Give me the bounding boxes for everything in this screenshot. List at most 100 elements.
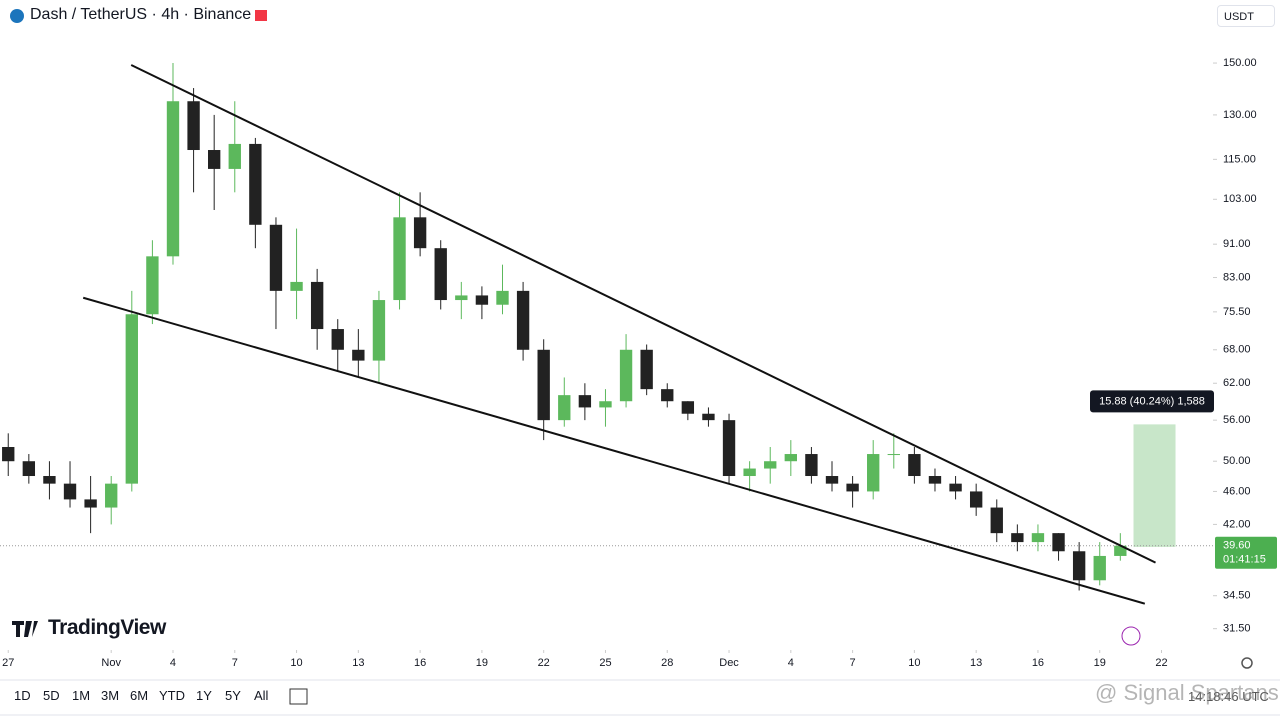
candle-body (1052, 533, 1065, 552)
last-price-label: 39.60 (1223, 540, 1251, 552)
x-tick-label: 22 (1155, 657, 1167, 669)
candle-body (722, 420, 736, 477)
brand: TradingView (48, 616, 166, 639)
candle-body (990, 507, 1003, 534)
candle-body (908, 454, 921, 477)
x-tick-label: 16 (1032, 657, 1044, 669)
y-tick-label: 56.00 (1223, 414, 1251, 426)
clock: 14:18:46 UTC (1188, 689, 1269, 704)
candle-body (661, 389, 674, 402)
candle-body (166, 101, 180, 257)
candle-body (372, 300, 386, 361)
range-button[interactable]: 1M (72, 688, 91, 703)
date-range-icon[interactable] (289, 688, 308, 705)
y-tick-label: 75.50 (1223, 306, 1251, 318)
candle-body (269, 224, 283, 291)
y-tick-label: 150.00 (1223, 57, 1257, 69)
y-tick-label: 130.00 (1223, 109, 1257, 121)
y-tick-label: 91.00 (1223, 238, 1251, 250)
settings-icon[interactable] (1241, 657, 1253, 669)
x-tick-label: 4 (788, 657, 794, 669)
candle-body (125, 314, 138, 484)
y-tick-label: 83.00 (1223, 271, 1251, 283)
candle-body (187, 101, 200, 151)
y-tick-label: 34.50 (1223, 590, 1251, 602)
candle-body (43, 476, 56, 484)
candle-body (764, 461, 777, 469)
candle-body (1093, 555, 1106, 581)
candle-body (640, 349, 653, 390)
candle-body (969, 491, 983, 508)
candle-body (825, 476, 839, 484)
range-button[interactable]: All (254, 688, 269, 703)
candle-body (599, 401, 612, 408)
x-tick-label: 7 (232, 657, 238, 669)
range-button[interactable]: 5D (43, 688, 60, 703)
y-tick-label: 68.00 (1223, 344, 1251, 356)
candle-body (496, 290, 509, 305)
candle-body (228, 143, 241, 169)
candle-body (784, 454, 797, 462)
x-tick-label: 25 (599, 657, 611, 669)
x-tick-label: 19 (1094, 657, 1106, 669)
candle-body (578, 395, 592, 408)
trendline (130, 64, 1156, 564)
candle-body (105, 483, 118, 508)
target-zone (1133, 424, 1176, 547)
candle-body (846, 483, 859, 492)
currency-select[interactable]: USDT (1217, 5, 1275, 27)
flag (255, 10, 267, 21)
candle-body (22, 461, 36, 477)
candle-body (558, 395, 571, 421)
x-tick-label: 16 (414, 657, 426, 669)
candle-body (887, 454, 900, 456)
trendline (82, 296, 1146, 605)
x-tick-label: 13 (352, 657, 364, 669)
candle-body (63, 483, 77, 500)
candle-body (310, 281, 324, 330)
symbol-title[interactable]: Dash / TetherUS · 4h · Binance (30, 6, 252, 23)
x-tick-label: 13 (970, 657, 982, 669)
y-tick-label: 42.00 (1223, 518, 1251, 530)
candle-body (2, 447, 15, 462)
symbol-icon (10, 9, 24, 23)
candle-body (84, 499, 97, 508)
x-tick-label: 27 (2, 657, 14, 669)
candle-body (434, 248, 447, 301)
x-tick-label: 28 (661, 657, 673, 669)
position-label: 15.88 (40.24%) 1,588 (1099, 395, 1205, 407)
x-tick-label: Dec (719, 657, 739, 669)
candle-body (516, 290, 530, 350)
candle-body (475, 295, 489, 305)
candle-body (290, 281, 303, 291)
x-tick-label: 10 (290, 657, 302, 669)
range-button[interactable]: YTD (159, 688, 185, 703)
candle-body (413, 217, 427, 249)
range-button[interactable]: 1D (14, 688, 31, 703)
y-tick-label: 115.00 (1223, 153, 1256, 165)
range-button[interactable]: 1Y (196, 688, 212, 703)
watermark: @ Signal Spartans (1095, 680, 1279, 705)
range-button[interactable]: 3M (101, 688, 120, 703)
candle-body (867, 454, 880, 492)
x-tick-label: 10 (908, 657, 920, 669)
candle-body (1072, 551, 1086, 581)
range-button[interactable]: 5Y (225, 688, 241, 703)
y-tick-label: 46.00 (1223, 485, 1251, 497)
range-button[interactable]: 6M (130, 688, 149, 703)
candle-body (949, 483, 962, 492)
x-tick-label: 22 (538, 657, 550, 669)
candle-body (249, 143, 262, 225)
candle-body (208, 150, 221, 169)
candle-body (331, 329, 344, 350)
x-tick-label: 7 (850, 657, 856, 669)
alert-icon[interactable] (1121, 626, 1141, 646)
candle-body (619, 349, 633, 402)
x-tick-label: 19 (476, 657, 488, 669)
candle-body (805, 454, 818, 477)
candle-body (681, 401, 695, 414)
y-tick-label: 31.50 (1223, 623, 1251, 635)
candle-body (1114, 545, 1127, 556)
candle-body (352, 349, 365, 361)
